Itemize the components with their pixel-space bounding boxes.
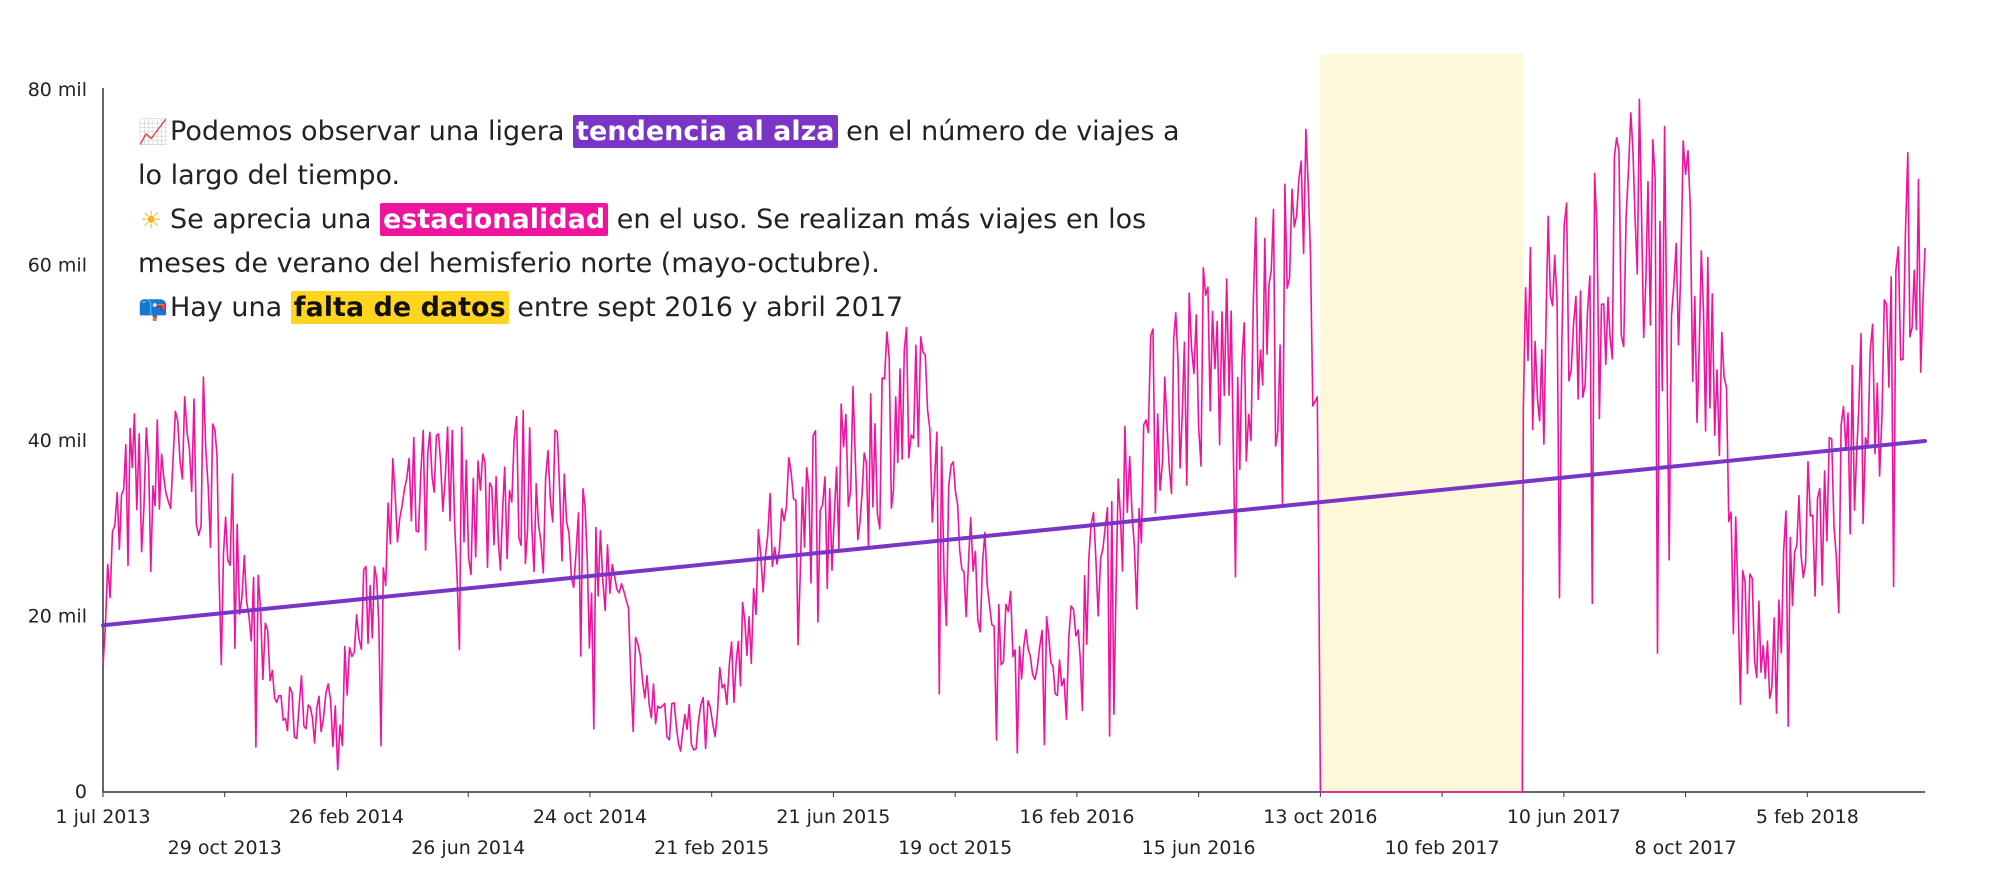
mailbox-icon: 📪 xyxy=(138,294,168,322)
annotation-missing-after: entre sept 2016 y abril 2017 xyxy=(517,292,904,323)
x-tick-label: 21 feb 2015 xyxy=(654,837,769,859)
annotation-missing-before: Hay una xyxy=(170,292,283,323)
x-tick-label: 10 feb 2017 xyxy=(1385,837,1500,859)
annotation-seasonality-continuation: meses de verano del hemisferio norte (ma… xyxy=(138,248,880,279)
annotation-seasonality-before: Se aprecia una xyxy=(170,204,372,235)
annotation-trend-after: en el número de viajes a xyxy=(846,116,1180,147)
missing-data-band xyxy=(1320,54,1524,792)
annotation-seasonality-after: en el uso. Se realizan más viajes en los xyxy=(616,204,1147,235)
x-tick-label: 1 jul 2013 xyxy=(55,806,150,828)
x-tick-label: 29 oct 2013 xyxy=(168,837,282,859)
x-tick-label: 26 jun 2014 xyxy=(411,837,525,859)
x-tick-label: 8 oct 2017 xyxy=(1635,837,1737,859)
trend-line xyxy=(101,439,1927,628)
y-tick-label: 60 mil xyxy=(28,255,87,277)
annotation-missing-data: 📪Hay una falta de datos entre sept 2016 … xyxy=(138,286,1198,330)
y-tick-label: 40 mil xyxy=(28,430,87,452)
annotation-trend-continuation: lo largo del tiempo. xyxy=(138,160,401,191)
sun-icon: ☀ xyxy=(140,206,162,234)
highlight-missing-data: falta de datos xyxy=(290,291,509,324)
x-tick-label: 26 feb 2014 xyxy=(289,806,404,828)
x-tick-label: 10 jun 2017 xyxy=(1507,806,1621,828)
annotation-trend: 📈Podemos observar una ligera tendencia a… xyxy=(138,110,1198,154)
annotation-seasonality: ☀ Se aprecia una estacionalidad en el uso… xyxy=(138,198,1198,242)
y-tick-label: 0 xyxy=(75,781,87,803)
x-tick-label: 5 feb 2018 xyxy=(1756,806,1859,828)
x-tick-label: 21 jun 2015 xyxy=(776,806,890,828)
x-tick-label: 15 jun 2016 xyxy=(1142,837,1256,859)
x-tick-label: 24 oct 2014 xyxy=(533,806,647,828)
daily-trips-line xyxy=(102,98,1926,793)
chart-increasing-icon: 📈 xyxy=(138,118,168,146)
x-tick-label: 19 oct 2015 xyxy=(898,837,1012,859)
y-tick-label: 20 mil xyxy=(28,606,87,628)
highlight-seasonality: estacionalidad xyxy=(379,203,609,236)
highlight-trend: tendencia al alza xyxy=(573,115,838,148)
x-tick-label: 13 oct 2016 xyxy=(1263,806,1377,828)
x-tick-label: 16 feb 2016 xyxy=(1019,806,1134,828)
annotation-trend-before: Podemos observar una ligera xyxy=(170,116,565,147)
annotations-panel: 📈Podemos observar una ligera tendencia a… xyxy=(138,110,1198,330)
y-tick-label: 80 mil xyxy=(28,79,87,101)
